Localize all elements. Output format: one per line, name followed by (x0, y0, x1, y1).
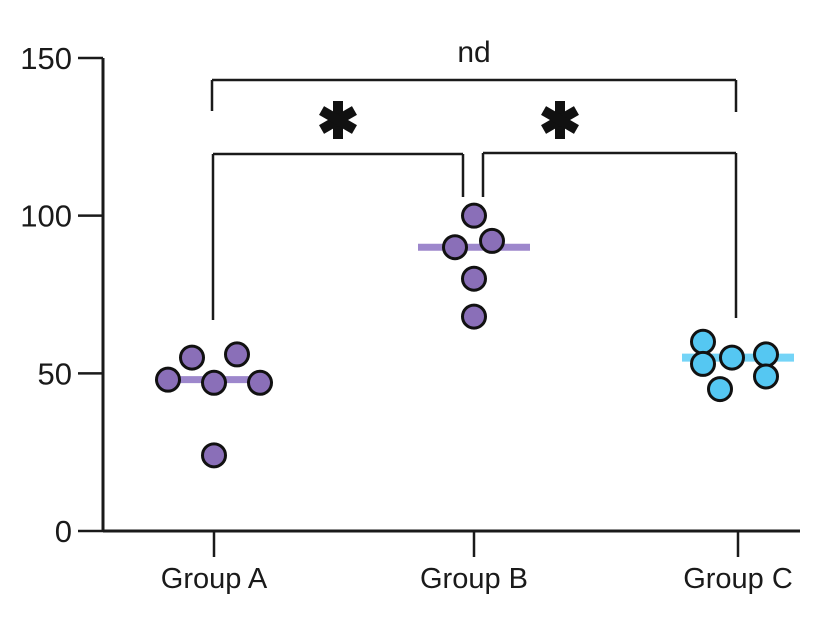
data-point (707, 376, 733, 403)
data-point (753, 363, 779, 390)
y-tick-label: 50 (38, 356, 72, 391)
data-point (247, 369, 273, 396)
data-point (690, 328, 716, 355)
x-group-label: Group A (161, 563, 268, 595)
x-group-label: Group C (683, 563, 793, 595)
asterisk-icon (541, 106, 579, 134)
data-point (201, 369, 227, 396)
data-point (461, 303, 487, 330)
y-tick-label: 100 (20, 199, 72, 234)
data-point (155, 366, 181, 393)
data-point (224, 341, 250, 368)
bracket-label-nd: nd (457, 36, 490, 69)
y-tick-label: 150 (20, 41, 72, 76)
data-point (461, 265, 487, 292)
data-point (442, 234, 468, 261)
x-group-label: Group B (420, 563, 528, 595)
data-point (461, 202, 487, 229)
data-point (719, 344, 745, 371)
data-point (201, 442, 227, 469)
data-point (179, 344, 205, 371)
y-tick-label: 0 (55, 514, 72, 549)
data-point (690, 350, 716, 377)
data-point (479, 227, 505, 254)
data-point (753, 341, 779, 368)
asterisk-icon (319, 106, 357, 134)
